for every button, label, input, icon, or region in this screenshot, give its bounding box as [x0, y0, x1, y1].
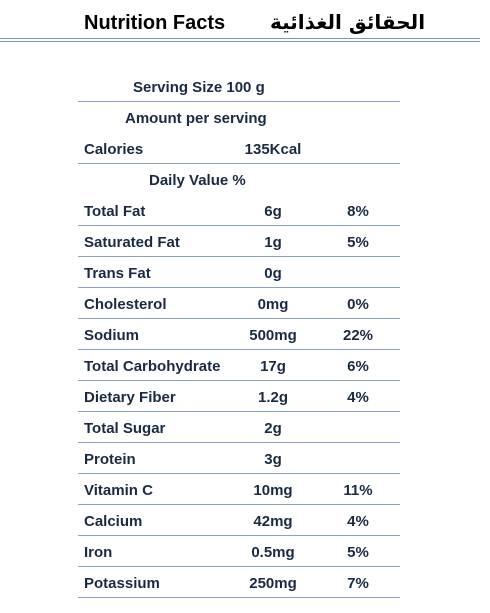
nutrient-name: Cholesterol	[84, 296, 167, 313]
title-arabic: الحقائق الغذائية	[270, 10, 426, 34]
table-row: Total Sugar 2g	[78, 412, 400, 443]
serving-size-row: Serving Size 100 g	[78, 71, 400, 102]
nutrient-name: Sodium	[84, 327, 139, 344]
nutrient-name: Trans Fat	[84, 265, 151, 282]
table-row: Dietary Fiber 1.2g 4%	[78, 381, 400, 412]
nutrient-daily-value: 7%	[347, 575, 369, 592]
nutrient-amount: 0mg	[257, 296, 289, 313]
nutrient-daily-value: 8%	[347, 203, 369, 220]
table-row: Saturated Fat 1g 5%	[78, 226, 400, 257]
amount-per-serving-label: Amount per serving	[125, 110, 267, 127]
amount-per-serving-row: Amount per serving	[78, 102, 400, 133]
nutrient-amount: 2g	[264, 420, 282, 437]
nutrient-name: Iron	[84, 544, 113, 561]
nutrient-daily-value: 5%	[347, 544, 369, 561]
table-row: Trans Fat 0g	[78, 257, 400, 288]
nutrient-name: Potassium	[84, 575, 160, 592]
nutrient-amount: 0g	[264, 265, 282, 282]
nutrient-name: Total Carbohydrate	[84, 358, 221, 375]
nutrient-amount: 500mg	[249, 327, 297, 344]
nutrient-amount: 10mg	[253, 482, 293, 499]
nutrient-amount: 17g	[260, 358, 286, 375]
nutrient-name: Protein	[84, 451, 136, 468]
nutrient-amount: 1.2g	[257, 389, 288, 406]
header-divider	[0, 38, 480, 39]
nutrient-name: Vitamin C	[84, 482, 153, 499]
nutrient-daily-value: 4%	[347, 389, 369, 406]
calories-value: 135Kcal	[244, 141, 302, 158]
nutrient-amount: 1g	[264, 234, 282, 251]
nutrient-daily-value: 11%	[343, 482, 373, 499]
nutrient-amount: 42mg	[253, 513, 293, 530]
nutrient-amount: 0.5mg	[251, 544, 295, 561]
nutrient-amount: 3g	[264, 451, 282, 468]
nutrient-daily-value: 22%	[342, 327, 374, 344]
table-row: Total Fat 6g 8%	[78, 195, 400, 226]
nutrient-daily-value: 6%	[347, 358, 369, 375]
serving-size-label: Serving Size 100 g	[133, 79, 265, 96]
header: Nutrition Facts الحقائق الغذائية	[0, 0, 480, 38]
nutrition-table: Serving Size 100 g Amount per serving Ca…	[78, 71, 400, 598]
nutrient-name: Total Sugar	[84, 420, 166, 437]
nutrient-name: Dietary Fiber	[84, 389, 176, 406]
table-row: Potassium 250mg 7%	[78, 567, 400, 598]
table-row: Calcium 42mg 4%	[78, 505, 400, 536]
table-row: Cholesterol 0mg 0%	[78, 288, 400, 319]
daily-value-row: Daily Value %	[78, 164, 400, 195]
nutrient-name: Calcium	[84, 513, 143, 530]
table-row: Total Carbohydrate 17g 6%	[78, 350, 400, 381]
table-row: Protein 3g	[78, 443, 400, 474]
table-row: Vitamin C 10mg 11%	[78, 474, 400, 505]
daily-value-label: Daily Value %	[149, 172, 246, 189]
nutrient-amount: 6g	[264, 203, 282, 220]
nutrient-name: Total Fat	[84, 203, 146, 220]
table-row: Sodium 500mg 22%	[78, 319, 400, 350]
title-english: Nutrition Facts	[84, 12, 226, 34]
nutrient-daily-value: 4%	[347, 513, 369, 530]
header-divider-second	[0, 41, 480, 42]
calories-row: Calories 135Kcal	[78, 133, 400, 164]
nutrient-daily-value: 5%	[347, 234, 369, 251]
nutrient-name: Saturated Fat	[84, 234, 180, 251]
nutrient-daily-value: 0%	[347, 296, 369, 313]
calories-label: Calories	[84, 141, 144, 158]
table-row: Iron 0.5mg 5%	[78, 536, 400, 567]
nutrient-amount: 250mg	[249, 575, 297, 592]
